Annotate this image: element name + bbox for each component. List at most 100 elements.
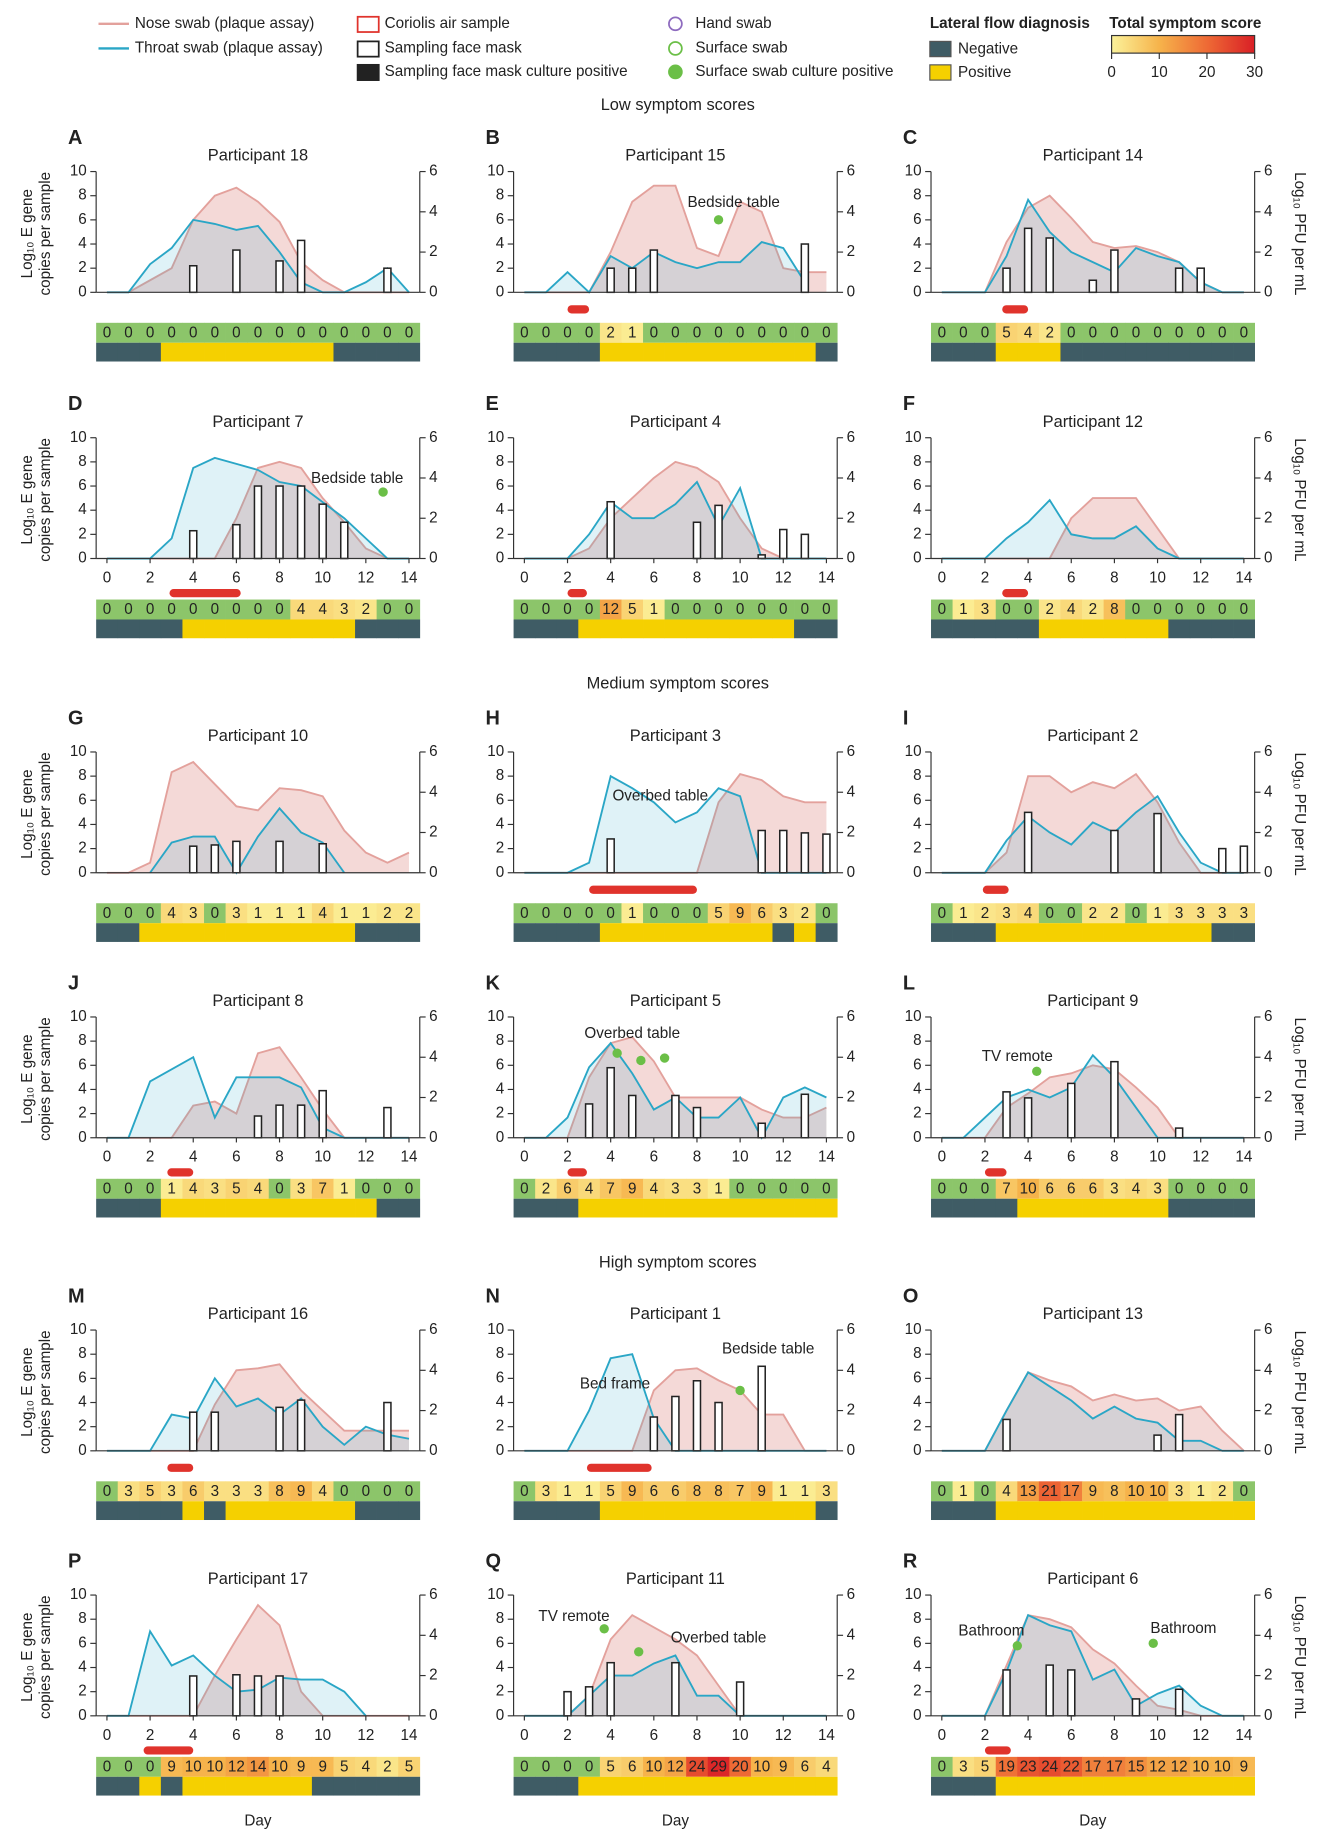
y2-tick-label: 2 [429, 1402, 437, 1419]
lfd-cell [513, 1776, 536, 1796]
score-label: 0 [542, 324, 550, 341]
lfd-cell [1168, 619, 1191, 639]
lfd-cell [772, 342, 795, 362]
lfd-cell [621, 923, 644, 942]
mask-bar [275, 485, 284, 560]
mask-bar [253, 1675, 263, 1717]
lfd-cell [1060, 619, 1083, 639]
y2-tick-label: 4 [847, 1626, 856, 1643]
mask-bar [627, 1094, 637, 1139]
x-tick-label: 14 [401, 1727, 418, 1744]
panel-title: Participant 17 [208, 1570, 308, 1588]
y-tick-label: 2 [913, 840, 921, 857]
mask-bar [275, 1104, 284, 1139]
score-cell [1189, 903, 1212, 924]
score-cell [599, 322, 622, 343]
nose-area [524, 1037, 827, 1138]
y-tick-label: 8 [496, 767, 504, 784]
score-label: 0 [757, 1180, 765, 1197]
lfd-cell [290, 1198, 313, 1218]
mask-bar [275, 840, 284, 874]
score-cell [311, 1178, 334, 1199]
y-label-left: Log₁₀ E gene copies per sample [19, 1595, 54, 1719]
lfd-cell [729, 1198, 752, 1218]
lfd-cell [643, 1501, 665, 1521]
legend-title: Lateral flow diagnosis [930, 15, 1090, 32]
lfd-cell [974, 619, 997, 639]
score-label: 2 [405, 905, 413, 922]
score-label: 0 [211, 905, 219, 922]
throat-area [150, 808, 345, 873]
score-label: 0 [1175, 324, 1183, 341]
score-cell [686, 322, 709, 343]
x-tick-label: 0 [103, 569, 111, 586]
sampling-period [567, 305, 590, 314]
lfd-cell [750, 1198, 773, 1218]
panel-letter: N [485, 1285, 499, 1307]
mask-bar [339, 521, 349, 560]
lfd-cell [995, 1198, 1018, 1218]
y2-tick-label: 2 [1264, 509, 1272, 526]
lfd-cell [556, 342, 579, 362]
score-cell [686, 599, 709, 620]
score-cell [225, 903, 248, 924]
x-tick-label: 12 [775, 1727, 792, 1744]
x-tick-label: 12 [357, 569, 374, 586]
y2-tick-label: 6 [847, 1586, 855, 1603]
lfd-cell [513, 923, 536, 942]
score-label: 4 [318, 601, 327, 618]
score-label: 3 [297, 1180, 305, 1197]
score-cell [1060, 1756, 1083, 1777]
x-tick-label: 6 [232, 1727, 240, 1744]
score-cell [1017, 599, 1040, 620]
y2-tick-label: 6 [429, 1008, 437, 1025]
mask-bar [1110, 249, 1119, 294]
y2-tick-label: 0 [429, 1707, 437, 1724]
score-label: 0 [146, 1758, 154, 1775]
y-tick-label: 2 [78, 1683, 86, 1700]
lfd-cell [513, 619, 536, 639]
sampling-period [1002, 305, 1029, 314]
mask-bar [232, 249, 241, 294]
lfd-cell [995, 1776, 1018, 1796]
score-cell [96, 1178, 119, 1199]
surface-positive [735, 1385, 745, 1396]
y2-tick-label: 2 [1264, 824, 1272, 841]
y-tick-label: 6 [496, 1056, 504, 1073]
y-tick-label: 6 [496, 1634, 504, 1651]
score-label: 1 [585, 1483, 593, 1500]
lfd-cell [664, 1776, 687, 1796]
score-label: 0 [362, 324, 370, 341]
score-label: 17 [1084, 1758, 1101, 1775]
throat-area [524, 1354, 827, 1451]
score-label: 0 [1153, 324, 1161, 341]
y2-tick-label: 4 [1264, 783, 1273, 800]
y-tick-label: 2 [78, 259, 86, 276]
x-tick-label: 2 [563, 569, 571, 586]
mask-bar [1174, 1688, 1184, 1717]
score-label: 0 [779, 1180, 787, 1197]
lfd-cell [160, 923, 183, 942]
score-label: 3 [124, 1483, 132, 1500]
legend-title: Total symptom score [1109, 15, 1261, 32]
x-tick-label: 12 [357, 1727, 374, 1744]
score-cell [513, 1756, 536, 1777]
section-title: Low symptom scores [601, 96, 755, 114]
score-cell [117, 1178, 140, 1199]
score-cell [815, 1481, 838, 1502]
lfd-cell [311, 1776, 334, 1796]
lfd-cell [1103, 342, 1126, 362]
score-label: 9 [297, 1758, 305, 1775]
lfd-cell [182, 342, 205, 362]
y2-tick-label: 4 [847, 1361, 856, 1378]
nose-line [941, 772, 1244, 874]
lfd-cell [268, 1198, 291, 1218]
lfd-cell [995, 1501, 1018, 1521]
score-label: 1 [959, 601, 967, 618]
score-cell [204, 1756, 226, 1777]
y-tick-label: 0 [496, 550, 504, 567]
y-tick-label: 8 [78, 1345, 86, 1362]
score-label: 0 [124, 1758, 132, 1775]
surface-positive [1032, 1066, 1042, 1077]
score-label: 0 [1067, 324, 1075, 341]
